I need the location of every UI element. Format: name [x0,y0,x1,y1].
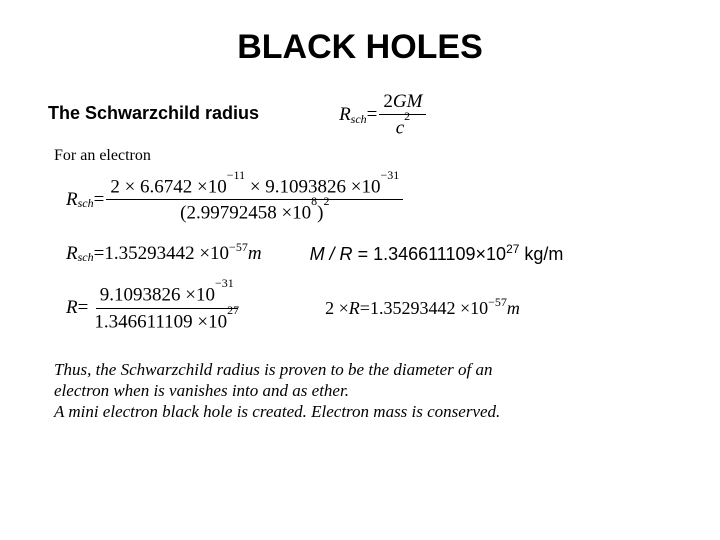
formula-electron: Rsch = 2 × 6.6742 ×10−11 × 9.1093826 ×10… [66,175,405,224]
formula-2r: 2 × R = 1.35293442 ×10−57 m [325,298,520,319]
subheading-electron: For an electron [54,147,672,165]
num: 9.1093826 ×10 [100,285,215,306]
conclusion-line-3: A mini electron black hole is created. E… [54,401,672,422]
conclusion-line-1: Thus, the Schwarzchild radius is proven … [54,359,672,380]
unit: kg/m [519,244,563,264]
lhs-2: 2 × [325,298,349,319]
exp-2: 2 [404,109,410,123]
exp3: 8 [311,194,317,208]
num-exp: −31 [215,276,234,290]
coef: 1.35293442 ×10 [370,298,488,319]
var-R: R [66,189,78,211]
sub-sch: sch [78,250,94,265]
sub-sch: sch [78,196,94,211]
row-results-2: R = 9.1093826 ×10−31 1.346611109 ×1027 2… [66,283,672,332]
var-R: R [349,298,360,319]
page-title: BLACK HOLES [48,28,672,67]
formula-rsch-value: Rsch = 1.35293442 ×10−57 m [66,243,262,265]
var-R: R [339,104,351,126]
row-results-1: Rsch = 1.35293442 ×10−57 m M / R = 1.346… [66,242,672,265]
coef: 1.35293442 ×10 [104,243,229,265]
exp: −57 [488,295,507,310]
formula-r-frac: R = 9.1093826 ×10−31 1.346611109 ×1027 [66,283,245,332]
var-c: c [396,117,404,138]
eq: = [353,244,374,264]
conclusion-line-2: electron when is vanishes into and as et… [54,380,672,401]
unit: m [507,298,520,319]
var-R: R [66,243,78,265]
frac-main: 2GM c2 [379,91,426,139]
exp: 27 [506,242,519,256]
den-exp: 27 [227,303,239,317]
formula-m-over-r: M / R = 1.346611109×1027 kg/m [310,242,564,265]
formula-main: Rsch = 2GM c2 [339,91,428,139]
exp1: −11 [227,168,245,182]
subheading-schwarzchild: The Schwarzchild radius [48,103,259,124]
coef: 1.346611109×10 [373,244,506,264]
den: 1.346611109 ×10 [94,311,227,332]
exp4: 2 [324,194,330,208]
eq: = [94,243,105,265]
sub-sch: sch [351,112,367,127]
frac-r: 9.1093826 ×10−31 1.346611109 ×1027 [90,283,243,332]
den-part1: (2.99792458 ×10 [180,203,311,224]
lhs: M / R [310,244,353,264]
conclusion: Thus, the Schwarzchild radius is proven … [54,359,672,423]
exp2: −31 [381,168,400,182]
eq: = [94,189,105,211]
den-part2: ) [317,203,323,224]
unit: m [248,243,262,265]
var-R: R [66,297,78,319]
eq: = [78,297,89,319]
eq: = [367,104,378,126]
exp: −57 [229,240,248,255]
eq: = [360,298,370,319]
num-2: 2 [383,91,393,112]
num-part1: 2 × 6.6742 ×10 [110,176,226,197]
frac-electron: 2 × 6.6742 ×10−11 × 9.1093826 ×10−31 (2.… [106,175,403,224]
slide: BLACK HOLES The Schwarzchild radius Rsch… [0,0,720,442]
row-electron-calc: Rsch = 2 × 6.6742 ×10−11 × 9.1093826 ×10… [66,175,672,224]
